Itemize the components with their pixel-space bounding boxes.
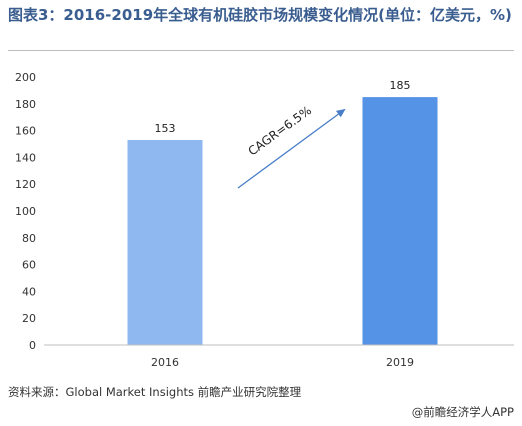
bar-2016 (127, 139, 203, 345)
brand-credit: @前瞻经济学人APP (411, 405, 514, 419)
cagr-annotation: CAGR=6.5% (246, 103, 315, 158)
y-tick-label: 80 (22, 232, 36, 245)
y-tick-label: 120 (15, 178, 36, 191)
y-tick-label: 180 (15, 98, 36, 111)
y-tick-label: 20 (22, 312, 36, 325)
y-tick-label: 140 (15, 151, 36, 164)
bars: 153 185 (127, 79, 438, 345)
y-tick-label: 100 (15, 205, 36, 218)
y-tick-label: 200 (15, 71, 36, 84)
data-label-2019: 185 (390, 79, 411, 92)
y-axis: 0 20 40 60 80 100 120 140 160 180 200 (15, 71, 36, 352)
chart-title: 图表3：2016-2019年全球有机硅胶市场规模变化情况(单位：亿美元，%) (8, 6, 512, 24)
y-tick-label: 0 (29, 339, 36, 352)
data-label-2016: 153 (155, 122, 176, 135)
title-divider (8, 50, 514, 51)
x-tick-label-2019: 2019 (386, 356, 414, 369)
y-tick-label: 40 (22, 285, 36, 298)
y-tick-label: 60 (22, 259, 36, 272)
cagr-arrow (237, 108, 346, 189)
bar-2019 (362, 97, 438, 345)
x-axis-labels: 2016 2019 (151, 356, 414, 369)
source-note: 资料来源：Global Market Insights 前瞻产业研究院整理 (8, 385, 302, 399)
y-tick-label: 160 (15, 125, 36, 138)
x-tick-label-2016: 2016 (151, 356, 179, 369)
